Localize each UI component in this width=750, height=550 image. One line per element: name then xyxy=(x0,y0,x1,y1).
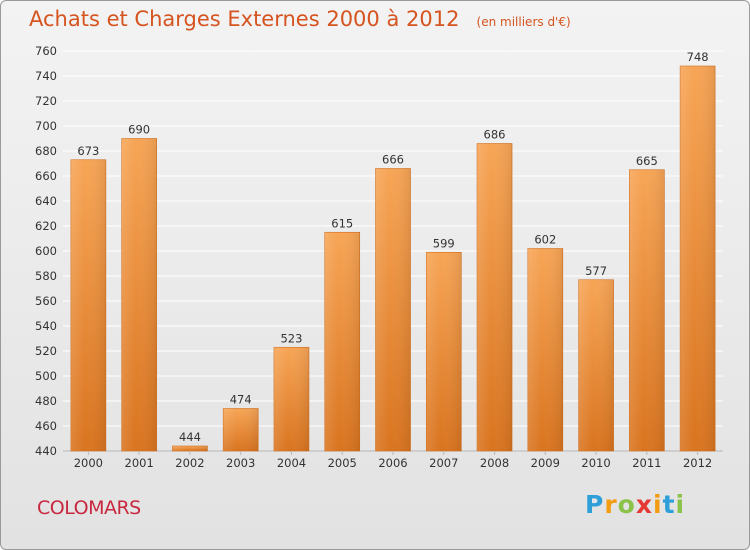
y-tick-label: 560 xyxy=(35,294,57,308)
bar-value-label: 748 xyxy=(687,50,709,64)
bar-group: 666 xyxy=(375,153,411,452)
bar-shine xyxy=(578,279,614,451)
bar-shine xyxy=(680,66,716,451)
bar-value-label: 444 xyxy=(179,430,201,444)
bar-value-label: 665 xyxy=(636,154,658,168)
y-tick-label: 440 xyxy=(35,444,57,458)
bar-group: 665 xyxy=(629,154,665,452)
logo-letter: r xyxy=(604,490,618,519)
y-tick-label: 580 xyxy=(35,269,57,283)
bar-shine xyxy=(223,408,259,451)
y-tick-label: 640 xyxy=(35,194,57,208)
bar-value-label: 666 xyxy=(382,153,404,167)
bar-shine xyxy=(324,232,360,451)
bar-value-label: 577 xyxy=(585,264,607,278)
bar-value-label: 673 xyxy=(77,144,99,158)
x-tick-label: 2002 xyxy=(175,456,204,470)
y-tick-label: 540 xyxy=(35,319,57,333)
y-tick-label: 500 xyxy=(35,369,57,383)
x-tick-label: 2006 xyxy=(378,456,407,470)
bar-group: 602 xyxy=(527,233,564,452)
bar-shine xyxy=(172,446,208,451)
bar-value-label: 602 xyxy=(534,233,556,247)
y-tick-label: 760 xyxy=(35,44,57,58)
bar-group: 690 xyxy=(121,123,157,452)
proxiti-logo: Proxiti xyxy=(585,490,685,519)
y-tick-label: 480 xyxy=(35,394,57,408)
y-tick-label: 740 xyxy=(35,69,57,83)
x-tick-label: 2009 xyxy=(531,456,560,470)
bar-group: 748 xyxy=(679,50,716,452)
x-tick-label: 2011 xyxy=(632,456,661,470)
bar-group: 523 xyxy=(273,331,310,452)
commune-name: COLOMARS xyxy=(37,497,141,519)
x-tick-label: 2000 xyxy=(74,456,103,470)
y-tick-label: 460 xyxy=(35,419,57,433)
x-tick-label: 2005 xyxy=(328,456,357,470)
bar-shine xyxy=(477,143,513,451)
x-tick-label: 2012 xyxy=(683,456,712,470)
bar-group: 686 xyxy=(476,128,513,452)
bar-value-label: 615 xyxy=(331,216,353,230)
chart-header: Achats et Charges Externes 2000 à 2012 (… xyxy=(29,7,571,31)
chart-subtitle: (en milliers d'€) xyxy=(476,15,571,29)
bar-shine xyxy=(273,347,309,451)
bar-group: 615 xyxy=(324,216,361,452)
y-tick-label: 600 xyxy=(35,244,57,258)
logo-letter: t xyxy=(662,490,676,519)
x-tick-label: 2007 xyxy=(429,456,458,470)
y-tick-label: 720 xyxy=(35,94,57,108)
logo-letter: x xyxy=(635,490,653,519)
y-tick-label: 520 xyxy=(35,344,57,358)
x-tick-label: 2003 xyxy=(226,456,255,470)
bar-shine xyxy=(426,252,462,451)
bar-value-label: 599 xyxy=(433,236,455,250)
bar-shine xyxy=(527,248,563,451)
bar-group: 444 xyxy=(172,430,208,452)
bar-shine xyxy=(70,159,106,451)
logo-letter: i xyxy=(675,490,686,519)
bar-value-label: 474 xyxy=(230,393,252,407)
bar-value-label: 690 xyxy=(128,123,150,137)
logo-letter: P xyxy=(585,490,605,519)
bar-group: 673 xyxy=(70,144,107,452)
y-tick-label: 620 xyxy=(35,219,57,233)
y-tick-label: 680 xyxy=(35,144,57,158)
x-tick-label: 2001 xyxy=(125,456,154,470)
bar-group: 577 xyxy=(578,264,614,452)
bar-group: 474 xyxy=(222,393,259,452)
y-tick-label: 660 xyxy=(35,169,57,183)
bar-group: 599 xyxy=(425,236,462,452)
y-axis-ticks: 440 460 480 500 520 540 560 580 600 620 640 660 680 7… xyxy=(35,44,57,458)
x-tick-label: 2010 xyxy=(581,456,610,470)
bar-value-label: 523 xyxy=(280,331,302,345)
x-tick-label: 2008 xyxy=(480,456,509,470)
bars: 673 690 444 474 523 615 666 599 686 602 577 665 748 xyxy=(70,50,716,452)
bar-shine xyxy=(629,169,665,451)
logo-letter: i xyxy=(653,490,663,519)
bar-shine xyxy=(121,138,157,451)
y-tick-label: 700 xyxy=(35,119,57,133)
chart-title: Achats et Charges Externes 2000 à 2012 xyxy=(29,7,460,31)
x-axis-ticks: 2000 2001 2002 2003 2004 2005 2006 2007 2008 2009… xyxy=(74,451,712,470)
x-tick-label: 2004 xyxy=(277,456,306,470)
bar-shine xyxy=(375,168,411,451)
bar-value-label: 686 xyxy=(484,128,506,142)
logo-letter: o xyxy=(617,490,636,519)
